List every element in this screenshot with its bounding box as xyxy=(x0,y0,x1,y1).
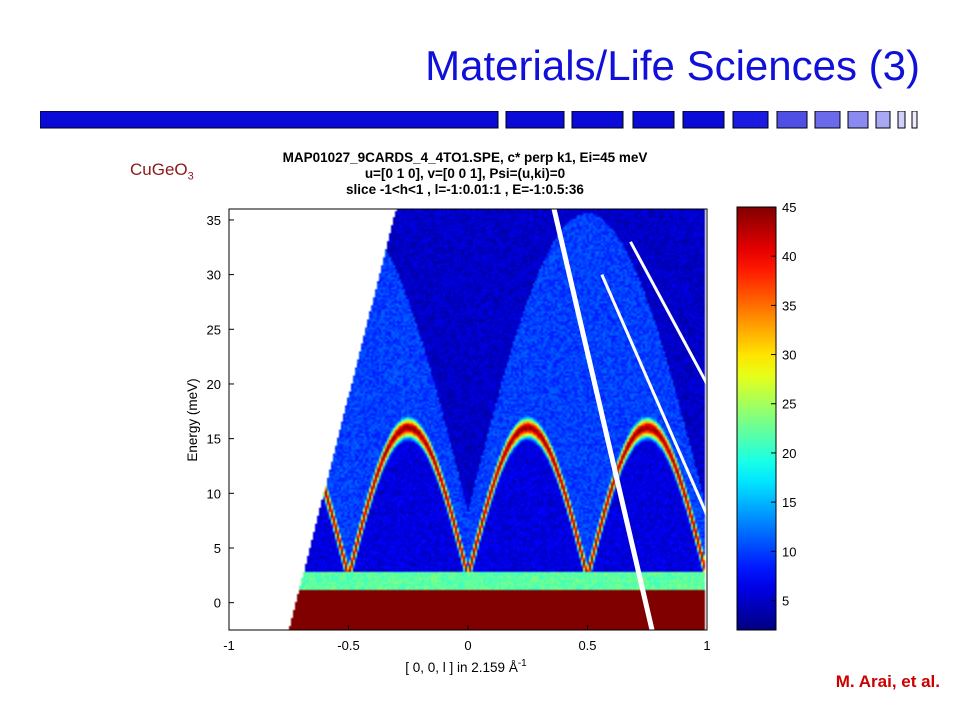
x-tick-label: 1 xyxy=(703,638,710,653)
colorbar-tick-label: 30 xyxy=(782,348,796,363)
chart-title-line-3: slice -1<h<1 , l=-1:0.01:1 , E=-1:0.5:36 xyxy=(346,182,584,197)
colorbar-gradient xyxy=(736,206,777,631)
detector-gap-line-3 xyxy=(629,241,707,385)
detector-gap-line-1 xyxy=(551,209,655,630)
colorbar-tick-label: 40 xyxy=(782,249,796,264)
y-axis: 0 5 10 15 20 25 30 35 xyxy=(207,213,234,611)
y-tick-label: 20 xyxy=(207,377,221,392)
colorbar: 5 10 15 20 25 30 35 40 45 xyxy=(736,200,796,631)
y-tick-label: 0 xyxy=(214,596,221,611)
y-tick-label: 30 xyxy=(207,268,221,283)
y-axis-label: Energy (meV) xyxy=(185,378,200,461)
x-axis: -1 -0.5 0 0.5 1 xyxy=(223,625,711,653)
chart-title-line-1: MAP01027_9CARDS_4_4TO1.SPE, c* perp k1, … xyxy=(282,150,648,165)
chart-title: MAP01027_9CARDS_4_4TO1.SPE, c* perp k1, … xyxy=(230,150,700,198)
slide-title: Materials/Life Sciences (3) xyxy=(425,42,920,89)
y-tick-label: 35 xyxy=(207,213,221,228)
compound-label: CuGeO3 xyxy=(130,160,194,183)
colorbar-tick-label: 45 xyxy=(782,200,796,215)
x-tick-label: 0.5 xyxy=(578,638,596,653)
colorbar-tick-label: 25 xyxy=(782,397,796,412)
colorbar-tick-label: 35 xyxy=(782,298,796,313)
y-tick-label: 15 xyxy=(207,432,221,447)
chart-title-line-2: u=[0 1 0], v=[0 0 1], Psi=(u,ki)=0 xyxy=(364,166,566,181)
detector-gap-line-2 xyxy=(600,274,707,516)
title-decor-bar xyxy=(40,111,918,129)
colorbar-tick-label: 5 xyxy=(782,593,789,608)
y-tick-label: 25 xyxy=(207,322,221,337)
x-axis-label: [ 0, 0, l ] in 2.159 Å-1 xyxy=(405,658,527,675)
colorbar-tick-label: 10 xyxy=(782,544,796,559)
plot-area xyxy=(228,208,708,631)
credit: M. Arai, et al. xyxy=(835,672,940,691)
heatmap-image xyxy=(229,209,707,630)
colorbar-ticks: 5 10 15 20 25 30 35 40 45 xyxy=(771,200,796,608)
y-tick-label: 5 xyxy=(214,541,221,556)
colorbar-tick-label: 15 xyxy=(782,495,796,510)
detector-gap-lines xyxy=(551,209,707,630)
x-tick-label: -1 xyxy=(223,638,235,653)
x-tick-label: 0 xyxy=(464,638,471,653)
y-tick-label: 10 xyxy=(207,486,221,501)
x-tick-label: -0.5 xyxy=(337,638,359,653)
colorbar-tick-label: 20 xyxy=(782,446,796,461)
